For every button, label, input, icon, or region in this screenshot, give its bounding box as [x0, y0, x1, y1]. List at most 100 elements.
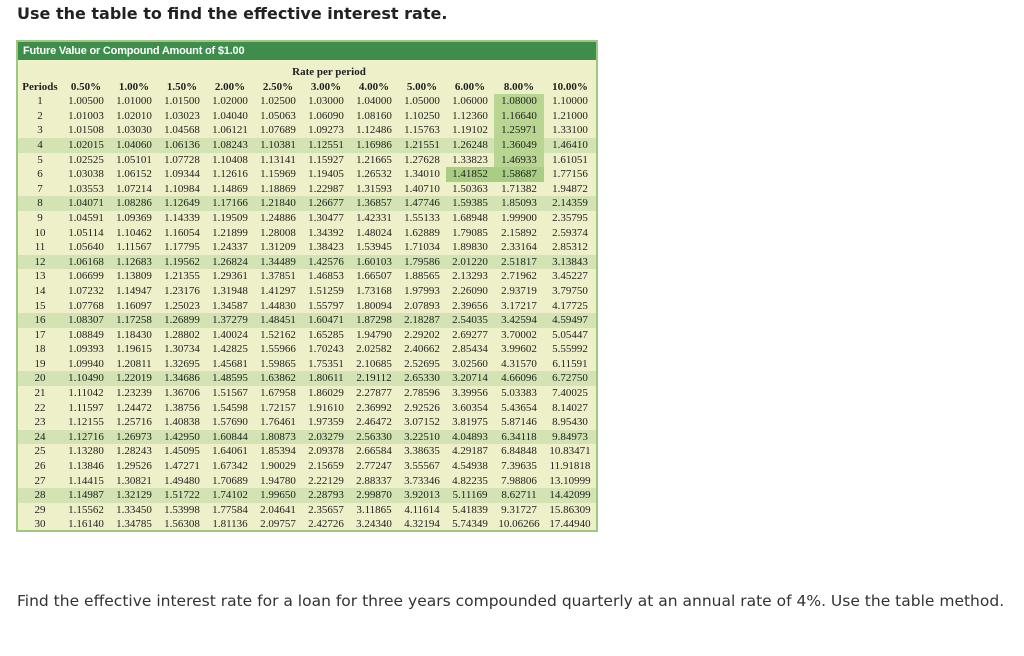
- period-cell: 11: [34, 241, 46, 254]
- value-cell: 1.21840: [254, 196, 302, 211]
- value-cell: 1.25971: [494, 123, 544, 138]
- table-row: 11 1.05640 1.11567 1.17795 1.24337 1.31209 1.3…: [18, 240, 596, 255]
- table-row: 24 1.12716 1.26973 1.42950 1.60844 1.80873 2.0…: [18, 429, 596, 445]
- value-cell: 1.86029: [308, 387, 344, 400]
- value-cell: 1.08243: [206, 137, 254, 153]
- value-cell: 1.09393: [68, 343, 104, 356]
- value-cell: 14.42099: [544, 488, 596, 503]
- value-cell: 1.53945: [356, 241, 392, 254]
- value-cell: 1.66507: [356, 270, 392, 283]
- value-cell: 1.02000: [212, 95, 248, 108]
- table-row: 26 1.13846 1.29526 1.47271 1.67342 1.90029 2.1…: [18, 459, 596, 474]
- value-cell: 1.05101: [116, 153, 152, 166]
- value-cell: 1.09344: [164, 168, 200, 181]
- question-text: Find the effective interest rate for a l…: [17, 592, 1005, 610]
- value-cell: 10.06266: [498, 518, 540, 531]
- value-cell: 1.36049: [494, 137, 544, 153]
- value-cell: 1.99900: [501, 211, 537, 224]
- value-cell: 1.91610: [308, 401, 344, 414]
- period-cell: 6: [37, 168, 43, 181]
- value-cell: 1.28243: [116, 445, 152, 458]
- value-cell: 1.68948: [452, 211, 488, 224]
- value-cell: 1.15562: [68, 503, 104, 516]
- value-cell: 1.01508: [68, 124, 104, 137]
- period-cell: 17: [34, 328, 46, 341]
- value-cell: 1.06168: [62, 254, 110, 270]
- value-cell: 1.04071: [62, 196, 110, 211]
- value-cell: 5.05447: [552, 328, 588, 341]
- value-cell: 3.70002: [501, 328, 537, 341]
- value-cell: 1.31948: [212, 284, 248, 297]
- period-cell: 19: [34, 357, 46, 370]
- value-cell: 3.81975: [452, 416, 488, 429]
- value-cell: 1.20811: [116, 357, 152, 370]
- value-cell: 1.60103: [350, 254, 398, 270]
- table-row: 28 1.14987 1.32129 1.51722 1.74102 1.99650 2.2…: [18, 488, 596, 503]
- value-cell: 2.36992: [356, 401, 392, 414]
- value-cell: 1.64061: [212, 445, 248, 458]
- value-cell: 4.32194: [404, 518, 440, 531]
- value-cell: 10.83471: [549, 445, 591, 458]
- value-cell: 1.13280: [68, 445, 104, 458]
- table-row: 19 1.09940 1.20811 1.32695 1.45681 1.59865 1.7…: [18, 357, 596, 372]
- value-cell: 1.16986: [350, 137, 398, 153]
- value-cell: 8.14027: [552, 401, 588, 414]
- value-cell: 1.30477: [308, 211, 344, 224]
- period-cell: 25: [34, 445, 46, 458]
- value-cell: 1.54598: [212, 401, 248, 414]
- value-cell: 1.34392: [308, 226, 344, 239]
- value-cell: 1.45681: [212, 357, 248, 370]
- period-cell: 1: [37, 95, 43, 108]
- value-cell: 1.19102: [452, 124, 488, 137]
- table-row: 27 1.14415 1.30821 1.49480 1.70689 1.94780 2.2…: [18, 474, 596, 489]
- value-cell: 2.66584: [356, 445, 392, 458]
- value-cell: 2.07893: [404, 299, 440, 312]
- value-cell: 1.11042: [68, 387, 104, 400]
- value-cell: 2.88337: [356, 474, 392, 487]
- value-cell: 1.81136: [212, 518, 248, 531]
- value-cell: 1.05063: [260, 109, 296, 122]
- value-cell: 3.17217: [501, 299, 537, 312]
- value-cell: 1.19615: [116, 343, 152, 356]
- value-cell: 1.80873: [254, 429, 302, 445]
- value-cell: 1.13809: [116, 270, 152, 283]
- periods-header: Periods: [22, 80, 58, 93]
- value-cell: 1.29526: [116, 460, 152, 473]
- table-row: 7 1.03553 1.07214 1.10984 1.14869 1.18869 1.22…: [18, 182, 596, 197]
- value-cell: 1.09273: [308, 124, 344, 137]
- table-row: 23 1.12155 1.25716 1.40838 1.57690 1.76461 1.9…: [18, 415, 596, 430]
- value-cell: 1.60844: [206, 429, 254, 445]
- value-cell: 3.60354: [452, 401, 488, 414]
- value-cell: 2.22129: [308, 474, 344, 487]
- value-cell: 1.18869: [260, 182, 296, 195]
- period-cell: 5: [37, 153, 43, 166]
- value-cell: 1.90029: [260, 460, 296, 473]
- value-cell: 3.13843: [544, 254, 596, 270]
- period-cell: 30: [34, 518, 46, 531]
- value-cell: 9.84973: [544, 429, 596, 445]
- value-cell: 1.10490: [62, 371, 110, 387]
- value-cell: 1.12551: [302, 137, 350, 153]
- value-cell: 1.40838: [164, 416, 200, 429]
- value-cell: 1.72157: [260, 401, 296, 414]
- period-cell: 18: [34, 343, 46, 356]
- value-cell: 2.69277: [452, 328, 488, 341]
- value-cell: 6.84848: [501, 445, 537, 458]
- value-cell: 1.34010: [404, 168, 440, 181]
- table-row: 6 1.03038 1.06152 1.09344 1.12616 1.15969 1.19…: [18, 167, 596, 182]
- value-cell: 1.14339: [164, 211, 200, 224]
- value-cell: 1.44830: [260, 299, 296, 312]
- value-cell: 5.87146: [501, 416, 537, 429]
- value-cell: 1.18430: [116, 328, 152, 341]
- value-cell: 1.27628: [404, 153, 440, 166]
- value-cell: 1.04568: [164, 124, 200, 137]
- value-cell: 2.02582: [356, 343, 392, 356]
- table-row: 3 1.01508 1.03030 1.04568 1.06121 1.07689 1.09…: [18, 123, 596, 138]
- value-cell: 1.80094: [356, 299, 392, 312]
- value-cell: 4.54938: [452, 460, 488, 473]
- value-cell: 1.89830: [452, 241, 488, 254]
- value-cell: 1.59385: [446, 196, 494, 211]
- value-cell: 1.08849: [68, 328, 104, 341]
- value-cell: 1.01003: [68, 109, 104, 122]
- rate-header: 2.50%: [262, 80, 294, 93]
